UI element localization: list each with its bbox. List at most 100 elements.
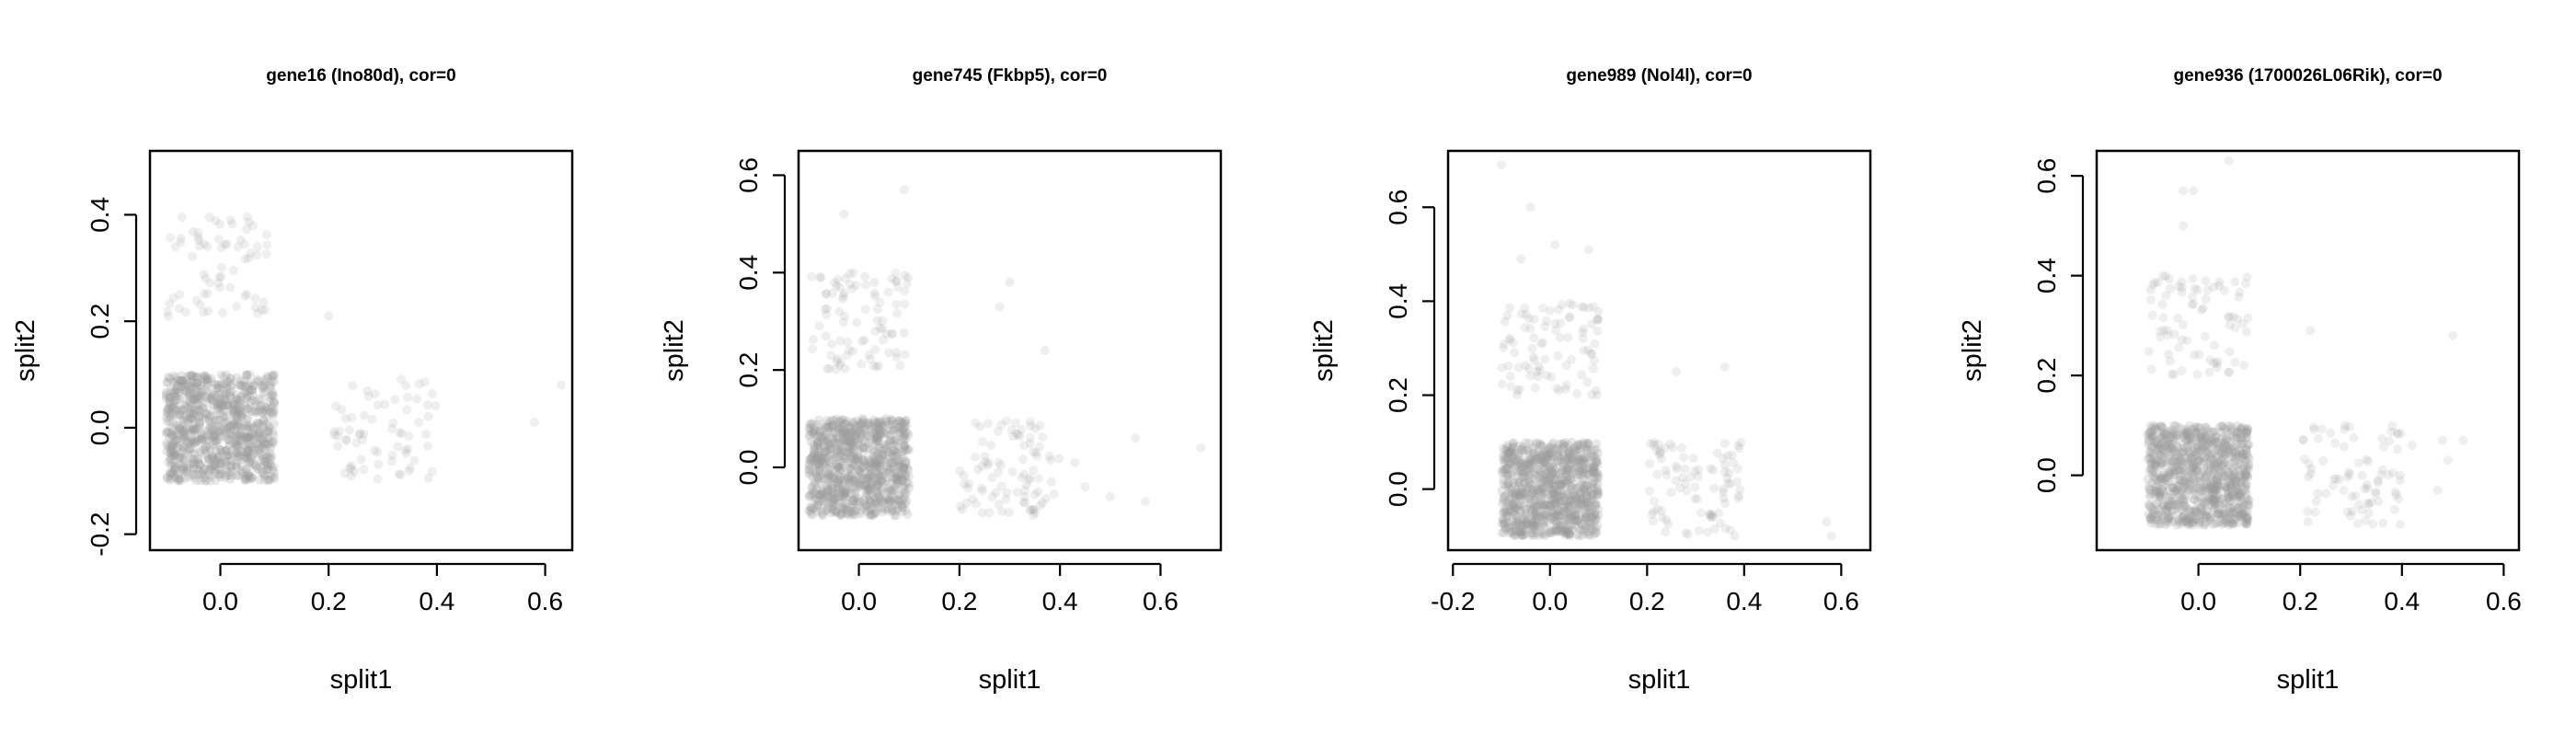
data-point <box>196 431 206 441</box>
data-point <box>875 420 885 431</box>
data-point <box>201 445 211 455</box>
data-point <box>1502 310 1512 320</box>
data-point <box>229 439 239 449</box>
data-point <box>2177 505 2187 515</box>
data-point <box>861 280 871 290</box>
data-point <box>232 447 242 457</box>
data-point <box>228 265 238 275</box>
data-point <box>167 386 178 397</box>
data-point <box>2230 323 2240 333</box>
data-point <box>2167 512 2177 522</box>
data-point <box>167 429 177 439</box>
data-point <box>176 382 186 392</box>
data-point <box>170 451 180 461</box>
data-point <box>1702 527 1712 537</box>
data-point <box>529 418 539 428</box>
data-point <box>247 453 257 463</box>
data-point <box>2214 457 2224 467</box>
data-point <box>206 377 216 387</box>
data-point <box>1528 517 1538 527</box>
data-point <box>235 430 245 440</box>
data-point <box>1038 498 1047 508</box>
data-point <box>209 431 219 442</box>
data-point <box>235 407 245 417</box>
data-point <box>196 300 206 310</box>
data-point <box>213 398 222 408</box>
data-point <box>2192 370 2202 379</box>
data-point <box>2438 435 2447 445</box>
data-point <box>2188 273 2198 283</box>
data-point <box>1646 439 1656 449</box>
data-point <box>848 268 858 278</box>
data-point <box>247 473 256 483</box>
data-point <box>241 465 251 474</box>
data-point <box>2202 517 2212 527</box>
data-point <box>202 394 213 404</box>
data-point <box>863 501 873 512</box>
data-point <box>162 429 172 439</box>
data-point <box>211 466 221 476</box>
data-point <box>228 431 238 441</box>
data-point <box>844 511 854 520</box>
data-point <box>261 249 271 259</box>
data-point <box>2313 433 2323 443</box>
data-point <box>199 444 209 454</box>
data-point <box>244 431 254 442</box>
data-point <box>167 402 178 412</box>
data-point <box>2313 489 2323 499</box>
data-point <box>348 381 358 391</box>
data-point <box>995 302 1005 312</box>
data-point <box>169 396 179 406</box>
data-point <box>252 439 262 449</box>
data-point <box>174 449 184 458</box>
data-point <box>234 440 244 450</box>
data-point <box>262 427 272 436</box>
data-point <box>182 437 192 447</box>
data-point <box>184 440 194 449</box>
data-point <box>1012 488 1022 498</box>
data-point <box>2163 326 2173 336</box>
data-point <box>409 455 420 466</box>
data-point <box>197 434 207 444</box>
data-point <box>1547 454 1557 465</box>
data-point <box>190 424 201 434</box>
data-point <box>2191 466 2202 476</box>
x-tick-label: 0.2 <box>2283 587 2318 615</box>
data-point <box>423 441 432 451</box>
data-point <box>231 448 240 458</box>
data-point <box>261 419 271 429</box>
data-point <box>169 400 179 410</box>
data-point <box>183 449 193 459</box>
data-point <box>2208 488 2218 498</box>
data-point <box>196 428 206 438</box>
chart-panel-2: gene745 (Fkbp5), cor=0 0.0 0.2 0.4 0.6 0.0 0.2… <box>660 66 1223 695</box>
data-point <box>195 437 205 447</box>
data-point <box>2152 486 2161 496</box>
data-point <box>1531 440 1541 449</box>
data-point <box>1661 466 1671 476</box>
data-point <box>171 438 181 448</box>
data-point <box>341 434 351 444</box>
data-point <box>196 476 206 486</box>
data-point <box>165 454 175 464</box>
data-point <box>1549 499 1559 509</box>
data-point <box>2432 485 2443 495</box>
data-point <box>169 436 179 446</box>
data-point <box>2147 514 2157 524</box>
data-point <box>245 370 255 380</box>
data-point <box>203 460 213 470</box>
data-point <box>394 469 404 479</box>
data-point <box>165 475 175 485</box>
data-point <box>189 425 198 435</box>
data-point <box>2202 448 2212 458</box>
data-point <box>219 411 228 420</box>
data-point <box>862 460 872 470</box>
data-point <box>2396 429 2406 439</box>
data-point <box>203 467 213 477</box>
data-point <box>245 391 254 401</box>
data-point <box>205 393 215 403</box>
data-point <box>194 459 204 469</box>
data-point <box>1644 486 1654 496</box>
data-point <box>834 492 845 502</box>
data-point <box>2326 428 2336 438</box>
